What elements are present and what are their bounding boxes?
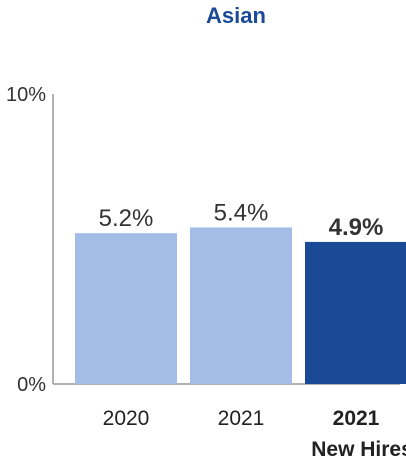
chart-title: Asian: [206, 3, 266, 28]
category-label: 2020: [103, 407, 150, 430]
y-ticks: 0% 10%: [6, 84, 46, 396]
data-label: 4.9%: [329, 214, 384, 241]
y-tick-label: 10%: [6, 84, 46, 106]
bar: [305, 241, 406, 384]
category-label: 2021: [333, 407, 380, 430]
bar: [190, 227, 292, 384]
category-label: New Hires: [311, 438, 406, 460]
y-tick-label: 0%: [17, 374, 46, 396]
data-labels: 5.2% 5.4% 4.9%: [99, 199, 384, 241]
data-label: 5.4%: [214, 199, 269, 226]
category-label: 2021: [218, 407, 265, 430]
data-label: 5.2%: [99, 205, 154, 232]
category-labels: 2020 2021 2021 New Hires: [103, 407, 406, 460]
bars: [75, 227, 406, 384]
bar: [75, 233, 177, 384]
